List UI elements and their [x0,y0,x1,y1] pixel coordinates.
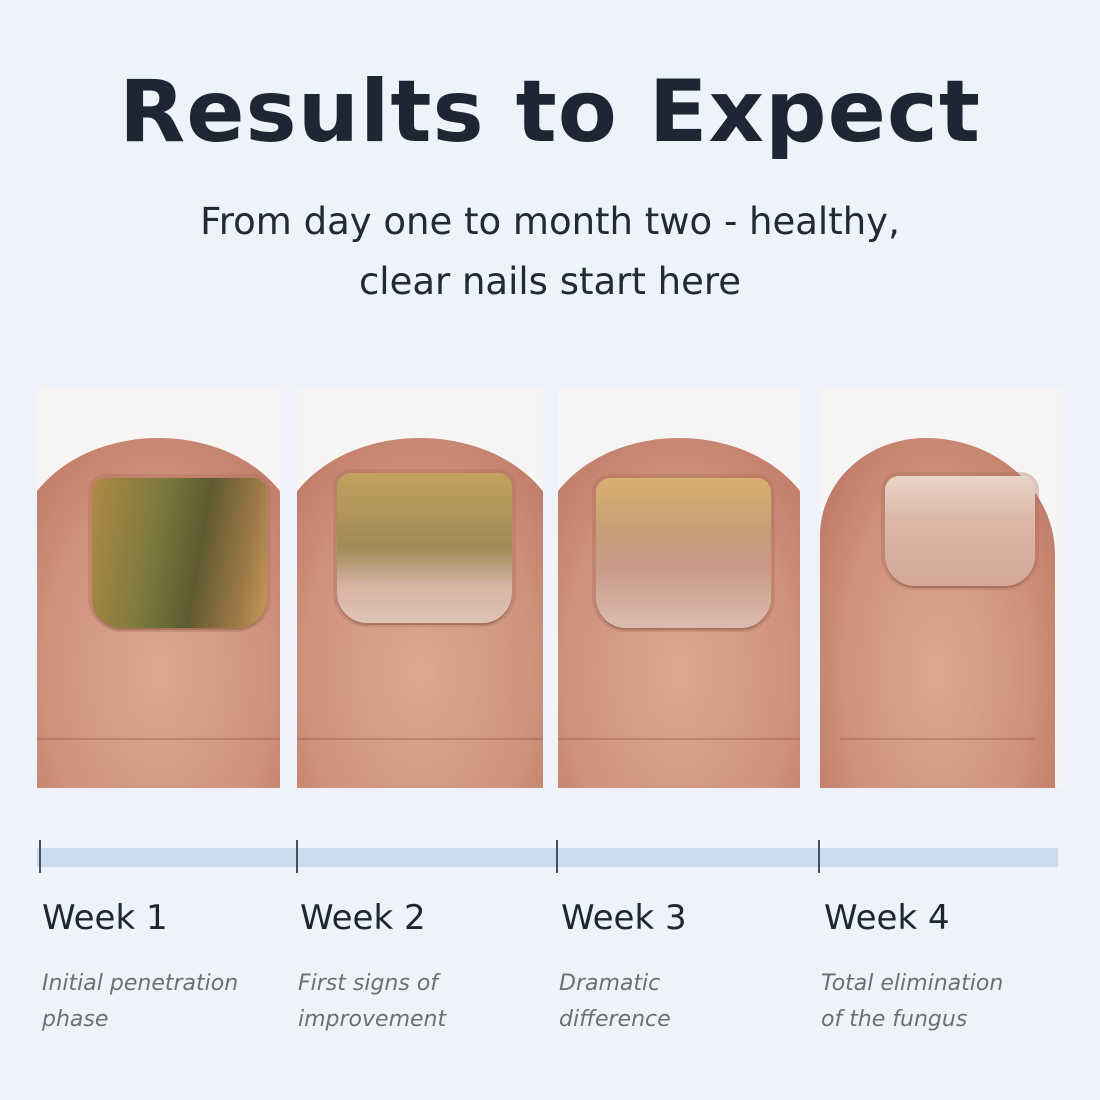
timeline-tick-2 [296,840,298,873]
week-2-photo [297,388,543,788]
description-line: Dramatic [559,971,661,996]
toe-shape [820,438,1055,788]
week-3-description: Dramatic difference [559,966,789,1038]
toe-shape [297,438,543,788]
nail [337,473,512,623]
subtitle-line-1: From day one to month two - healthy, [200,200,900,243]
description-line: phase [42,1007,109,1032]
week-4-label: Week 4 [824,898,950,938]
toe-shape [37,438,280,788]
nail [596,478,771,628]
description-line: improvement [298,1007,447,1032]
page-subtitle: From day one to month two - healthy, cle… [150,192,950,312]
week-4-photo [820,388,1063,788]
skin-crease [297,738,543,740]
description-line: of the fungus [821,1007,968,1032]
timeline-tick-4 [818,840,820,873]
timeline-bar [37,848,1058,867]
description-line: First signs of [298,971,439,996]
timeline-tick-1 [39,840,41,873]
skin-crease [840,738,1035,740]
toe-shape [558,438,800,788]
week-4-description: Total elimination of the fungus [821,966,1051,1038]
timeline-tick-3 [556,840,558,873]
week-2-label: Week 2 [300,898,426,938]
description-line: difference [559,1007,671,1032]
week-1-description: Initial penetration phase [42,966,272,1038]
description-line: Initial penetration [42,971,239,996]
week-3-photo [558,388,800,788]
description-line: Total elimination [821,971,1004,996]
skin-crease [37,738,280,740]
week-2-description: First signs of improvement [298,966,528,1038]
nail [92,478,267,628]
week-1-photo [37,388,280,788]
week-3-label: Week 3 [561,898,687,938]
week-1-label: Week 1 [42,898,168,938]
subtitle-line-2: clear nails start here [358,260,742,303]
page-title: Results to Expect [118,62,981,162]
nail [885,476,1035,586]
skin-crease [558,738,800,740]
